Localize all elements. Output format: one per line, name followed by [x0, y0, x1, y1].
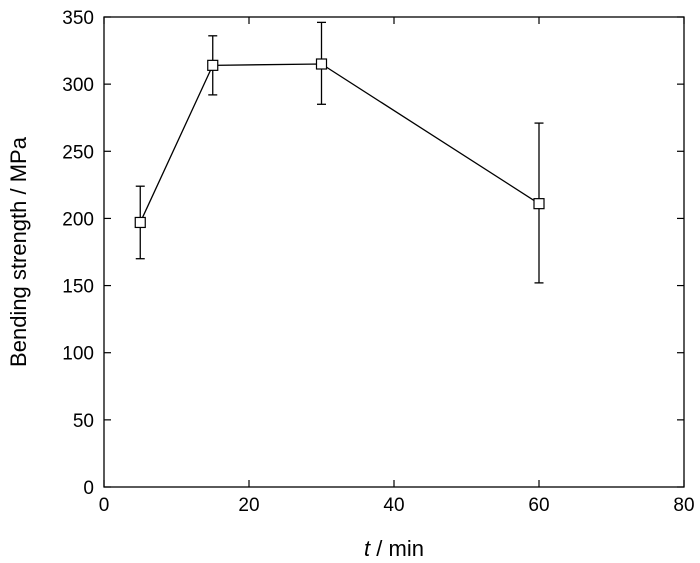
y-tick-label: 200 — [62, 209, 94, 230]
x-tick-label: 20 — [238, 495, 259, 516]
y-tick-label: 300 — [62, 75, 94, 96]
y-tick-label: 350 — [62, 8, 94, 29]
x-axis-variable: t — [364, 536, 371, 561]
x-tick-label: 60 — [528, 495, 549, 516]
y-tick-label: 100 — [62, 344, 94, 365]
data-point-marker — [315, 58, 328, 70]
series-line — [139, 63, 540, 223]
data-point-marker — [533, 198, 545, 210]
y-tick-label: 50 — [73, 411, 94, 432]
x-tick-label: 40 — [383, 495, 404, 516]
x-axis-unit: / min — [370, 536, 424, 561]
y-tick-label: 150 — [62, 277, 94, 298]
ticks-layer: 0 20 40 60 80 0 50 100 150 200 250 300 350 — [62, 8, 694, 516]
data-point-marker — [207, 59, 219, 71]
x-axis-label: t / min — [364, 536, 424, 561]
y-tick-label: 0 — [83, 478, 94, 499]
data-layer — [134, 21, 545, 284]
y-axis-label: Bending strength / MPa — [6, 136, 31, 367]
data-point-marker — [134, 216, 146, 229]
y-tick-label: 250 — [62, 142, 94, 163]
plot-area-frame — [103, 16, 685, 488]
x-tick-label: 0 — [99, 495, 110, 516]
x-tick-label: 80 — [673, 495, 694, 516]
